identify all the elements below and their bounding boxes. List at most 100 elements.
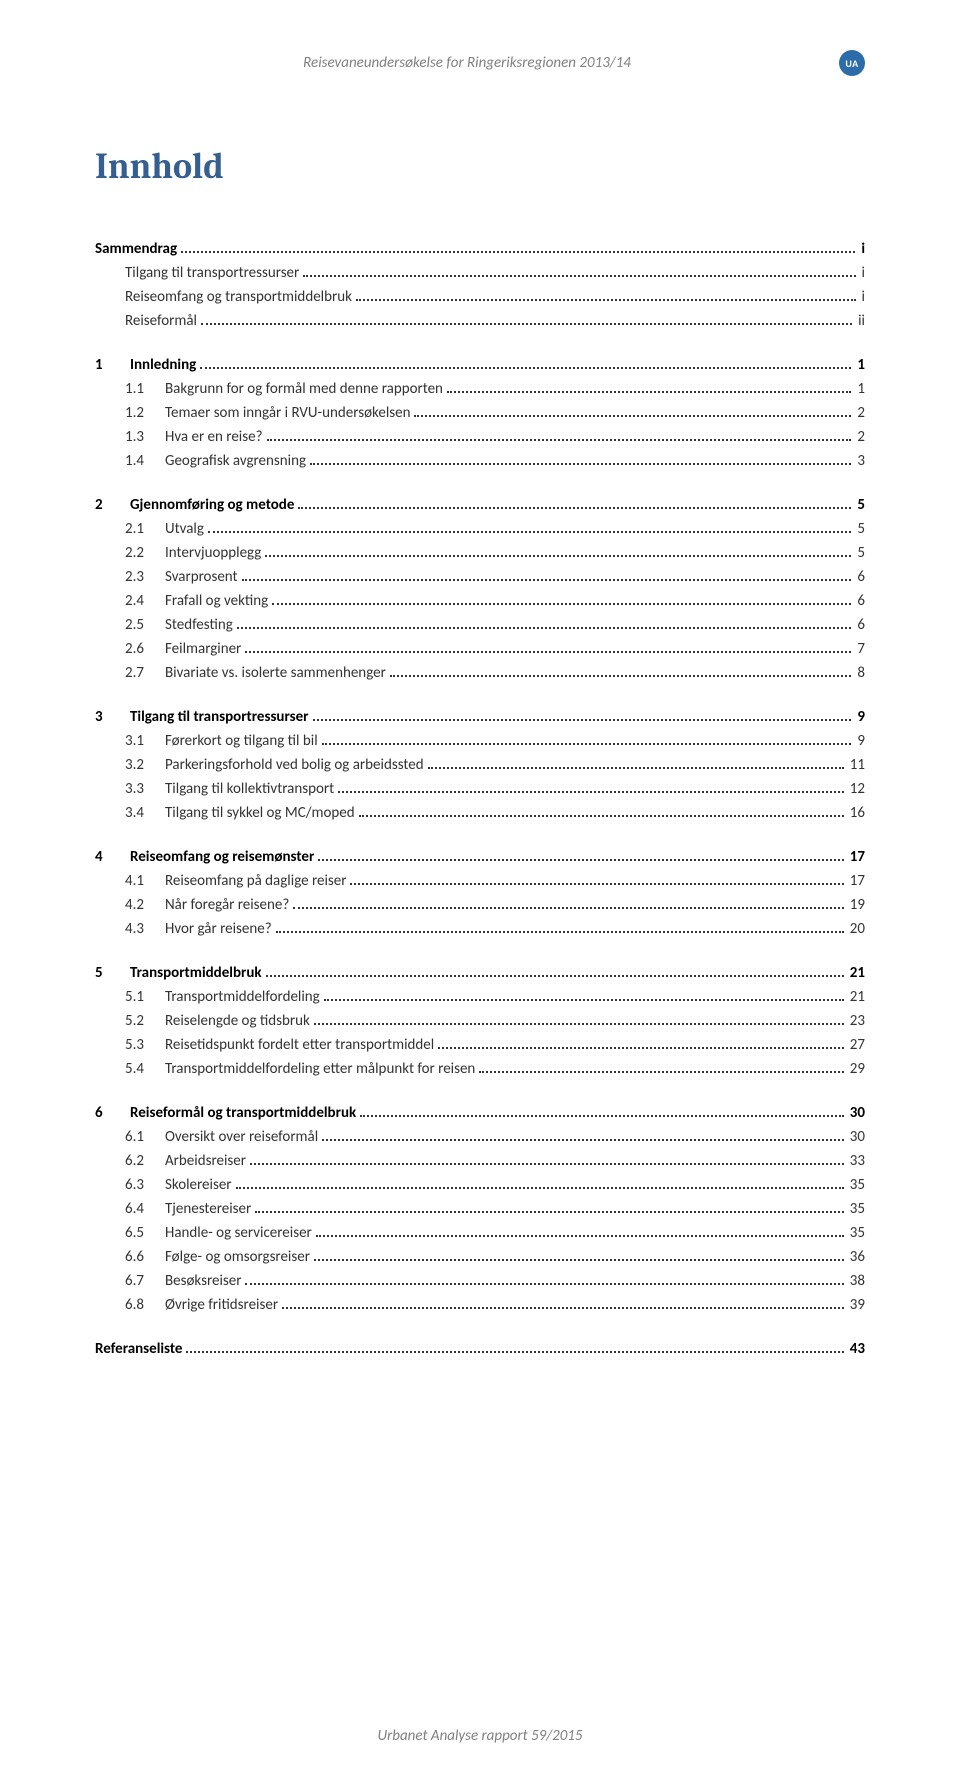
toc-entry[interactable]: 6.6Følge- og omsorgsreiser36 (95, 1245, 865, 1269)
toc-entry-label: Parkeringsforhold ved bolig og arbeidsst… (165, 753, 424, 777)
toc-entry-label: Tjenestereiser (165, 1197, 251, 1221)
toc-entry[interactable]: Reiseomfang og transportmiddelbruk i (95, 285, 865, 309)
toc-entry-label: Transportmiddelfordeling (165, 985, 320, 1009)
toc-entry[interactable]: 2.2Intervjuopplegg5 (95, 541, 865, 565)
toc-entry[interactable]: Sammendrag i (95, 237, 865, 261)
toc-leader-dots (350, 883, 843, 885)
toc-entry[interactable]: 3Tilgang til transportressurser9 (95, 705, 865, 729)
toc-entry[interactable]: 5.4Transportmiddelfordeling etter målpun… (95, 1057, 865, 1081)
toc-entry[interactable]: 4Reiseomfang og reisemønster17 (95, 845, 865, 869)
toc-entry-page: ii (856, 309, 865, 333)
toc-leader-dots (313, 719, 852, 721)
toc-entry[interactable]: 4.3Hvor går reisene?20 (95, 917, 865, 941)
toc-entry[interactable]: 2Gjennomføring og metode5 (95, 493, 865, 517)
toc-entry[interactable]: 2.3Svarprosent6 (95, 565, 865, 589)
toc-entry[interactable]: 1.4Geografisk avgrensning3 (95, 449, 865, 473)
toc-entry[interactable]: 3.3Tilgang til kollektivtransport12 (95, 777, 865, 801)
toc-entry-page: 5 (855, 517, 865, 541)
toc-entry[interactable]: 4.1Reiseomfang på daglige reiser17 (95, 869, 865, 893)
toc-entry[interactable]: 2.7Bivariate vs. isolerte sammenhenger8 (95, 661, 865, 685)
toc-entry[interactable]: 6.5Handle- og servicereiser35 (95, 1221, 865, 1245)
toc-entry-label: Øvrige fritidsreiser (165, 1293, 278, 1317)
toc-entry[interactable]: Referanseliste 43 (95, 1337, 865, 1361)
toc-entry-number: 4.2 (125, 893, 165, 917)
toc-entry[interactable]: 5.1Transportmiddelfordeling21 (95, 985, 865, 1009)
toc-leader-dots (250, 1163, 844, 1165)
toc-entry[interactable]: 5.3Reisetidspunkt fordelt etter transpor… (95, 1033, 865, 1057)
toc-entry-number: 2.7 (125, 661, 165, 685)
toc-entry[interactable]: 1.2Temaer som inngår i RVU-undersøkelsen… (95, 401, 865, 425)
toc-entry[interactable]: 4.2Når foregår reisene? 19 (95, 893, 865, 917)
page-footer: Urbanet Analyse rapport 59/2015 (0, 1727, 960, 1745)
toc-entry-label: Reisetidspunkt fordelt etter transportmi… (165, 1033, 434, 1057)
toc-entry-label: Intervjuopplegg (165, 541, 261, 565)
toc-entry[interactable]: 5Transportmiddelbruk21 (95, 961, 865, 985)
toc-leader-dots (245, 651, 851, 653)
toc-entry-page: 21 (848, 985, 865, 1009)
toc-leader-dots (186, 1351, 843, 1353)
toc-leader-dots (267, 439, 852, 441)
toc-leader-dots (310, 463, 851, 465)
toc-entry-label: Svarprosent (165, 565, 238, 589)
toc-entry-page: i (860, 285, 865, 309)
toc-entry[interactable]: 6.1Oversikt over reiseformål30 (95, 1125, 865, 1149)
toc-entry-label: Handle- og servicereiser (165, 1221, 312, 1245)
toc-leader-dots (266, 975, 844, 977)
toc-entry[interactable]: 6.8Øvrige fritidsreiser39 (95, 1293, 865, 1317)
toc-entry[interactable]: 6.3Skolereiser35 (95, 1173, 865, 1197)
toc-entry-number: 1.1 (125, 377, 165, 401)
toc-leader-dots (272, 603, 851, 605)
toc-entry[interactable]: 3.2Parkeringsforhold ved bolig og arbeid… (95, 753, 865, 777)
toc-entry[interactable]: Tilgang til transportressurseri (95, 261, 865, 285)
toc-entry-number: 6.5 (125, 1221, 165, 1245)
toc-entry[interactable]: 1.3Hva er en reise?2 (95, 425, 865, 449)
toc-entry[interactable]: 5.2Reiselengde og tidsbruk23 (95, 1009, 865, 1033)
toc-entry[interactable]: 6.2Arbeidsreiser33 (95, 1149, 865, 1173)
toc-entry-label: Frafall og vekting (165, 589, 268, 613)
toc-entry[interactable]: Reiseformålii (95, 309, 865, 333)
toc-leader-dots (414, 415, 851, 417)
toc-entry-label: Skolereiser (165, 1173, 232, 1197)
brand-badge: UA (839, 50, 865, 76)
toc-entry-label: Stedfesting (165, 613, 233, 637)
toc-entry-number: 6 (95, 1101, 130, 1125)
toc-leader-dots (447, 391, 851, 393)
toc-entry[interactable]: 6Reiseformål og transportmiddelbruk30 (95, 1101, 865, 1125)
toc-entry[interactable]: 1Innledning1 (95, 353, 865, 377)
toc-entry[interactable]: 6.4Tjenestereiser35 (95, 1197, 865, 1221)
toc-entry-page: 43 (848, 1337, 865, 1361)
toc-entry-number: 6.7 (125, 1269, 165, 1293)
toc-entry[interactable]: 6.7Besøksreiser38 (95, 1269, 865, 1293)
toc-leader-dots (200, 367, 851, 369)
toc-entry-number: 5.3 (125, 1033, 165, 1057)
toc-leader-dots (314, 1259, 844, 1261)
toc-entry-page: 9 (855, 729, 865, 753)
toc-entry-page: 1 (855, 377, 865, 401)
header-doc-title: Reisevaneundersøkelse for Ringeriksregio… (95, 54, 839, 72)
toc-entry-number: 2.6 (125, 637, 165, 661)
toc-entry-label: Tilgang til kollektivtransport (165, 777, 334, 801)
toc-entry-page: 19 (848, 893, 865, 917)
toc-entry-number: 1.4 (125, 449, 165, 473)
toc-entry-number: 2.5 (125, 613, 165, 637)
toc-entry[interactable]: 2.6Feilmarginer7 (95, 637, 865, 661)
toc-entry-label: Når foregår reisene? (165, 893, 289, 917)
toc-entry-number: 2.3 (125, 565, 165, 589)
toc-entry-page: 20 (848, 917, 865, 941)
toc-entry-number: 4.3 (125, 917, 165, 941)
toc-entry[interactable]: 3.1Førerkort og tilgang til bil9 (95, 729, 865, 753)
toc-entry[interactable]: 2.5Stedfesting6 (95, 613, 865, 637)
toc-entry[interactable]: 2.4Frafall og vekting6 (95, 589, 865, 613)
toc-entry-label: Sammendrag (95, 237, 177, 261)
toc-entry-label: Bivariate vs. isolerte sammenhenger (165, 661, 386, 685)
page-header: Reisevaneundersøkelse for Ringeriksregio… (95, 50, 865, 76)
toc-entry-page: 2 (855, 425, 865, 449)
toc-leader-dots (237, 627, 852, 629)
toc-entry-page: i (859, 237, 865, 261)
toc-entry-label: Referanseliste (95, 1337, 182, 1361)
toc-entry[interactable]: 2.1Utvalg5 (95, 517, 865, 541)
toc-entry-label: Besøksreiser (165, 1269, 241, 1293)
toc-entry[interactable]: 3.4Tilgang til sykkel og MC/moped16 (95, 801, 865, 825)
toc-entry-label: Reiseomfang og transportmiddelbruk (125, 285, 352, 309)
toc-entry[interactable]: 1.1Bakgrunn for og formål med denne rapp… (95, 377, 865, 401)
